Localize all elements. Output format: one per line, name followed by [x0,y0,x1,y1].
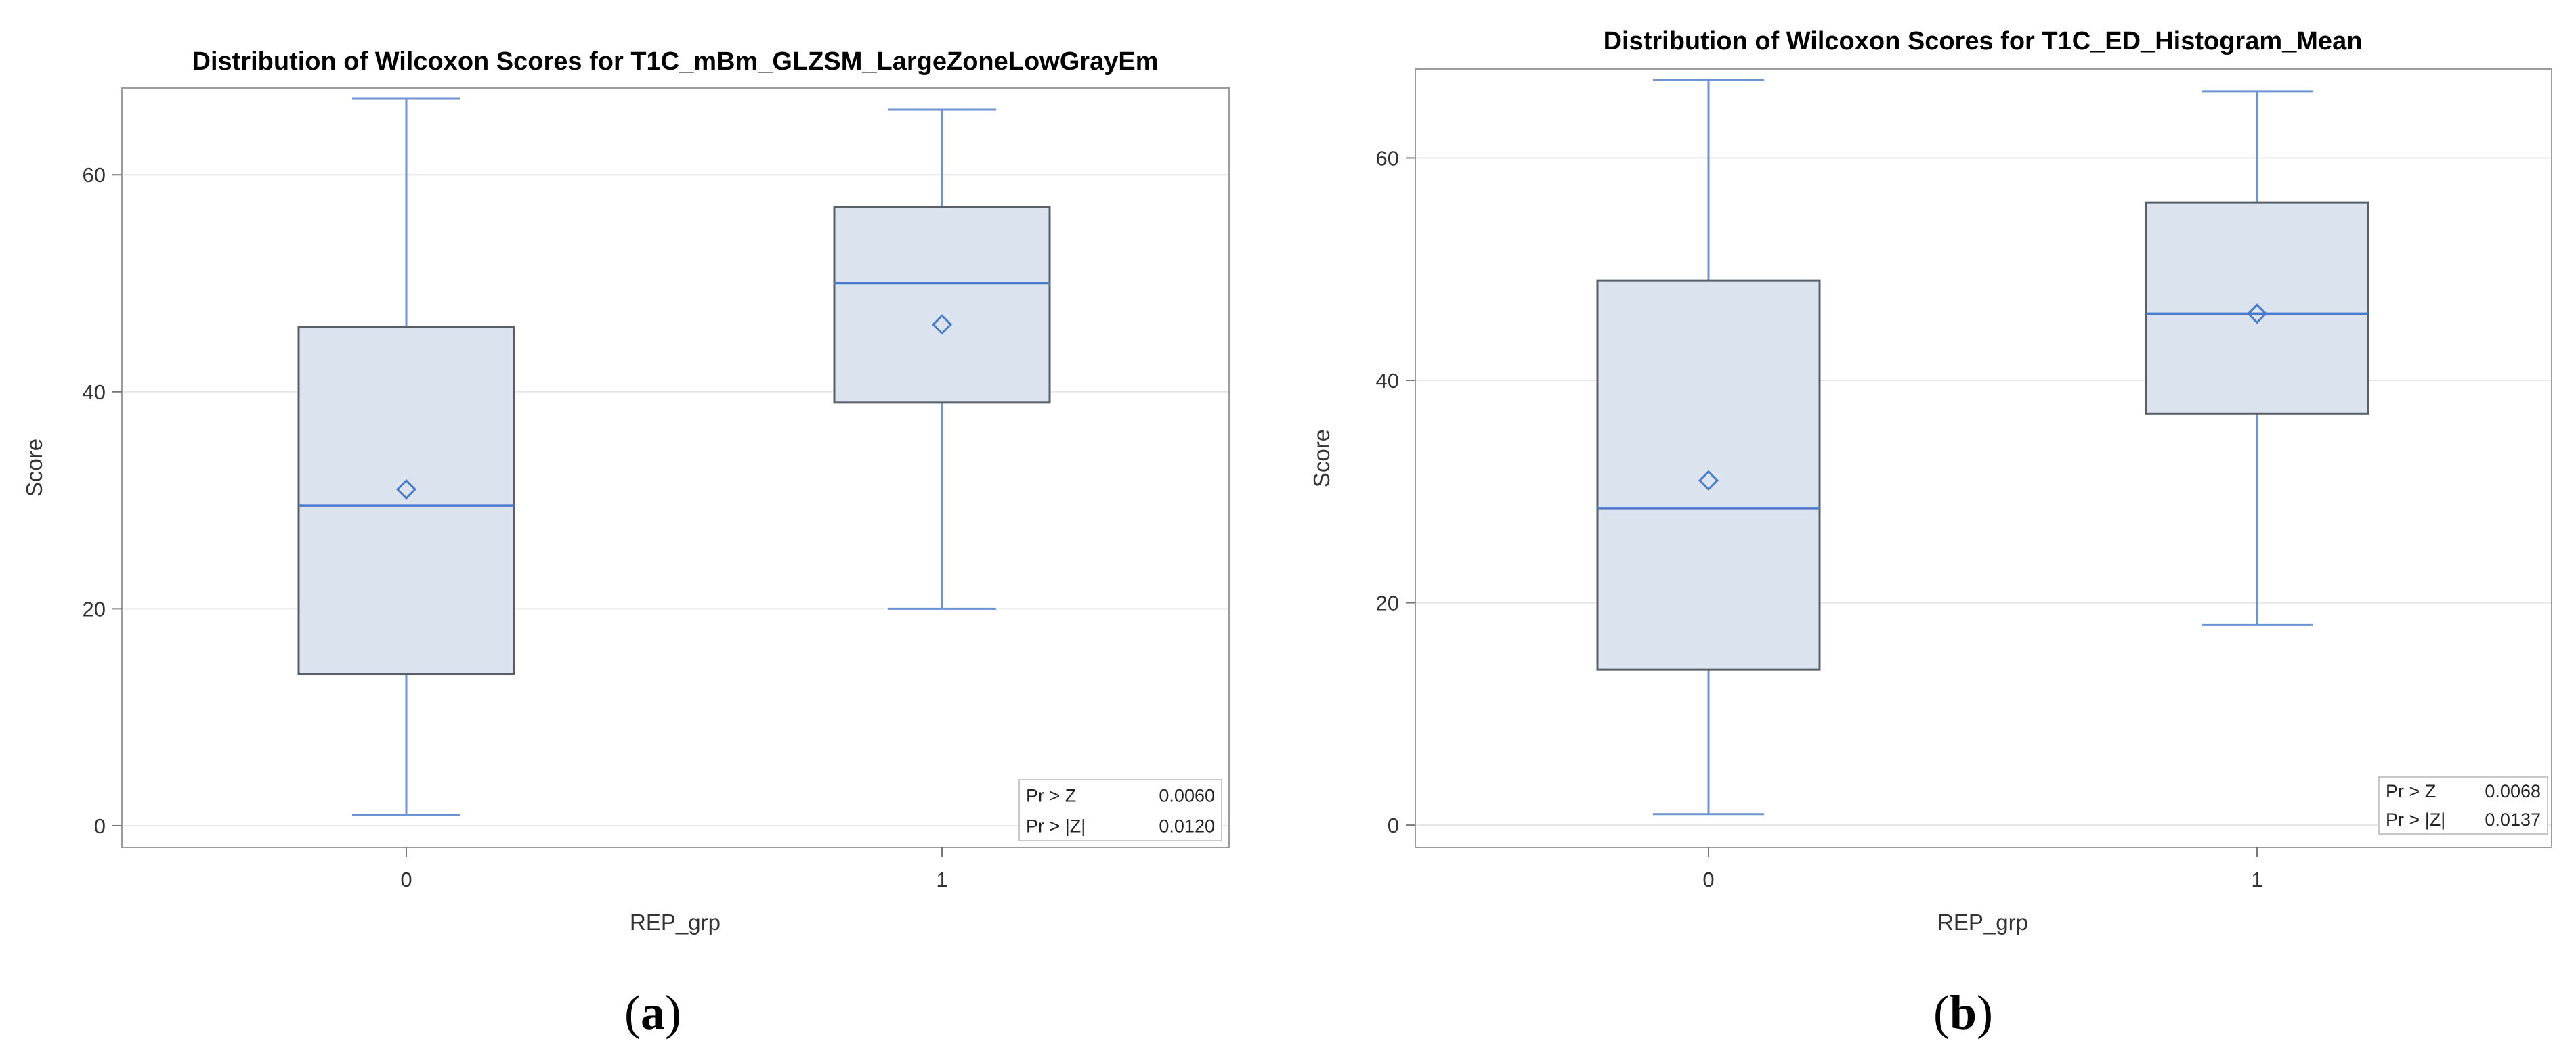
box-1 [2145,90,2369,626]
chart-title: Distribution of Wilcoxon Scores for T1C_… [1604,27,2363,56]
chart-panel-b: 0 20 40 60 0 1 Pr > Z 0.0068 Pr > |Z| 0.0137 Distr… [1309,27,2552,1040]
plot-frame [121,87,1230,848]
stat-value: 0.0137 [2485,810,2541,830]
panel-label: (b) [1933,986,1993,1040]
stats-inset: Pr > Z 0.0060 Pr > |Z| 0.0120 [1018,779,1222,841]
x-axis-label: REP_grp [1937,910,2028,935]
stat-label: Pr > Z [1026,785,1076,805]
box-iqr [1596,279,1821,671]
y-axis-label: Score [1309,429,1334,487]
box-0 [1596,79,1821,816]
box-iqr [2145,201,2369,415]
stat-label: Pr > |Z| [1026,816,1086,836]
panel-letter: b [1950,986,1977,1040]
box-0 [297,97,515,816]
x-axis-label: REP_grp [630,910,721,935]
stat-label: Pr > |Z| [2386,810,2445,830]
box-iqr [833,206,1051,404]
mean-marker [395,479,417,500]
y-tick-label: 60 [1376,146,1399,170]
stat-value: 0.0120 [1159,816,1215,836]
stats-inset-frame [1018,779,1222,841]
y-tick-label: 60 [83,163,106,187]
stat-label: Pr > Z [2386,781,2436,801]
chart-title: Distribution of Wilcoxon Scores for T1C_… [192,47,1159,76]
y-tick-label: 20 [83,597,106,621]
box-iqr [297,326,515,676]
mean-marker [1698,470,1719,491]
y-tick-label: 0 [94,814,106,838]
y-axis-label: Score [22,439,47,497]
stat-value: 0.0060 [1159,785,1215,805]
panel-label: (a) [624,986,681,1040]
x-tick-label: 1 [936,868,947,891]
panel-letter: a [641,986,665,1040]
chart-panel-a: 0 20 40 60 0 1 Pr > Z 0.0060 Pr > |Z| 0.0120 Distr… [22,47,1230,1040]
y-tick-label: 40 [1376,369,1399,393]
stats-inset: Pr > Z 0.0068 Pr > |Z| 0.0137 [2378,776,2548,835]
stats-inset-frame [2378,776,2548,835]
y-tick-label: 20 [1376,592,1399,615]
stat-value: 0.0068 [2485,781,2541,801]
x-tick-label: 0 [400,868,412,891]
mean-marker [2246,303,2268,324]
plot-frame [1415,68,2552,848]
box-1 [833,108,1051,610]
x-tick-label: 0 [1702,868,1714,891]
y-tick-label: 40 [83,380,106,404]
y-tick-label: 0 [1388,814,1399,837]
x-tick-label: 1 [2251,868,2262,891]
mean-marker [931,314,953,335]
